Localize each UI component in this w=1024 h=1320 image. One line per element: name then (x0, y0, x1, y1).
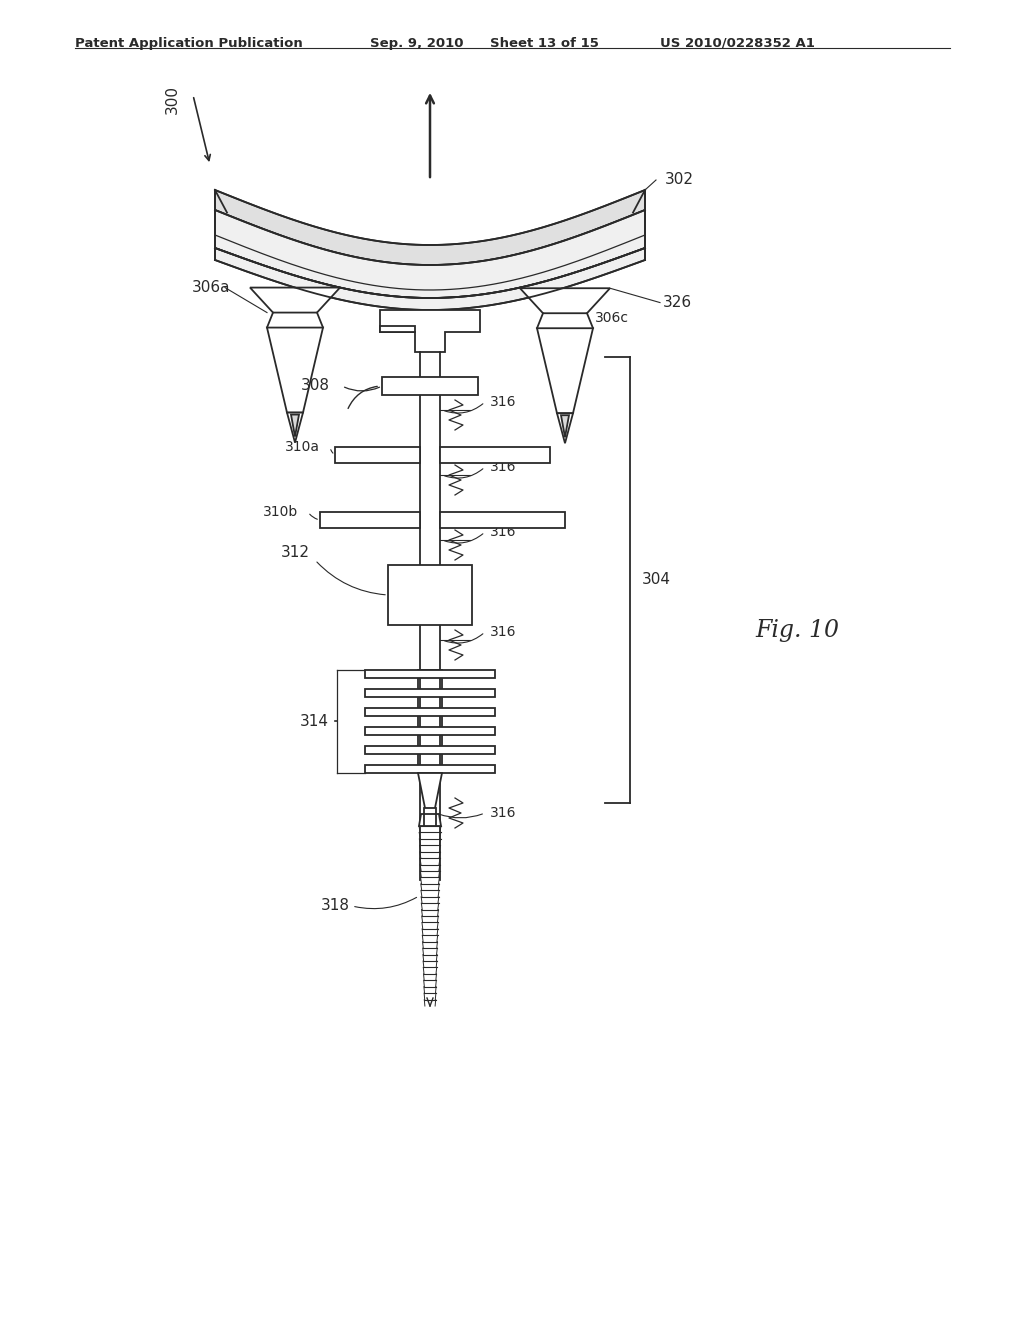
Bar (382, 378, 478, 395)
Polygon shape (215, 210, 645, 298)
Text: 316: 316 (490, 459, 516, 474)
Polygon shape (557, 413, 573, 444)
Polygon shape (537, 329, 593, 413)
Text: 310b: 310b (263, 506, 298, 519)
Text: US 2010/0228352 A1: US 2010/0228352 A1 (660, 37, 815, 50)
Text: 316: 316 (490, 525, 516, 539)
Text: 304: 304 (642, 573, 671, 587)
Polygon shape (440, 447, 550, 463)
Text: 306a: 306a (193, 280, 230, 296)
Text: 302: 302 (665, 173, 694, 187)
Text: Sheet 13 of 15: Sheet 13 of 15 (490, 37, 599, 50)
Polygon shape (365, 708, 495, 715)
Polygon shape (440, 512, 565, 528)
Polygon shape (291, 414, 299, 437)
Text: 312: 312 (281, 545, 310, 560)
Text: 326: 326 (663, 296, 692, 310)
Text: 300: 300 (165, 84, 180, 114)
Text: 316: 316 (490, 624, 516, 639)
Text: 310a: 310a (285, 440, 319, 454)
Text: Fig. 10: Fig. 10 (755, 619, 839, 642)
Text: Patent Application Publication: Patent Application Publication (75, 37, 303, 50)
Text: 316: 316 (490, 395, 516, 409)
Text: 316: 316 (490, 807, 516, 820)
Polygon shape (267, 327, 323, 413)
Polygon shape (365, 671, 495, 678)
Polygon shape (365, 689, 495, 697)
Polygon shape (418, 774, 442, 808)
Polygon shape (365, 746, 495, 754)
Polygon shape (365, 727, 495, 735)
Text: 314: 314 (300, 714, 329, 729)
Polygon shape (287, 413, 303, 442)
Polygon shape (319, 512, 420, 528)
Polygon shape (335, 447, 420, 463)
Polygon shape (380, 310, 480, 352)
Text: 308: 308 (301, 379, 330, 393)
Text: 318: 318 (321, 899, 350, 913)
Polygon shape (380, 326, 415, 333)
Polygon shape (365, 766, 495, 774)
Text: 306c: 306c (595, 312, 629, 325)
Polygon shape (418, 671, 442, 774)
Text: Sep. 9, 2010: Sep. 9, 2010 (370, 37, 464, 50)
Polygon shape (561, 416, 569, 437)
Bar (388, 565, 472, 624)
Polygon shape (215, 248, 645, 310)
Polygon shape (520, 288, 610, 313)
Polygon shape (215, 190, 645, 265)
Polygon shape (250, 288, 340, 313)
Polygon shape (419, 814, 441, 826)
